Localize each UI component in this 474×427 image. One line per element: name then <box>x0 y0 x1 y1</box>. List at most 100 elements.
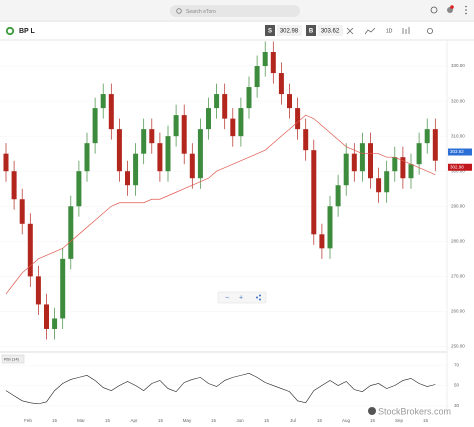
x-tick-label: Feb <box>24 418 32 423</box>
x-tick-label: 15 <box>264 418 270 423</box>
x-tick-label: 15 <box>317 418 323 423</box>
indicators-icon[interactable] <box>402 27 410 34</box>
rsi-label: RSI (14) <box>4 357 20 362</box>
buy-price-marker-label: 303.62 <box>450 149 464 154</box>
watermark: StockBrokers.com <box>378 406 451 416</box>
candle-body <box>100 94 106 109</box>
candle-body <box>133 153 139 186</box>
instrument-name: BP L <box>19 28 36 35</box>
candle-body <box>27 223 33 277</box>
buy-price-box <box>318 25 343 36</box>
rsi-tick-label: 30 <box>454 403 460 408</box>
sell-price-marker-label: 302.98 <box>450 164 464 169</box>
candle-body <box>335 185 341 207</box>
x-tick-label: 15 <box>158 418 164 423</box>
candle-body <box>319 234 325 249</box>
candle-body <box>165 136 171 172</box>
candle-body <box>76 171 82 207</box>
candle-body <box>108 94 114 130</box>
y-tick-label: 290.00 <box>451 203 465 208</box>
candle-body <box>35 276 41 305</box>
watermark-logo <box>368 407 376 415</box>
candle-body <box>230 118 236 137</box>
fullscreen-icon[interactable] <box>346 27 354 35</box>
candle-body <box>376 178 382 193</box>
x-tick-label: 15 <box>52 418 58 423</box>
candle-body <box>246 87 252 109</box>
candle-body <box>262 52 268 67</box>
candle-body <box>52 318 58 329</box>
x-tick-label: May <box>183 418 192 423</box>
zoom-in[interactable]: + <box>239 294 243 301</box>
y-tick-label: 320.00 <box>451 98 465 103</box>
candle-body <box>287 94 292 109</box>
candle-body <box>327 206 333 249</box>
y-tick-label: 310.00 <box>451 133 465 138</box>
x-tick-label: 15 <box>211 418 217 423</box>
search-placeholder: Search eToro <box>186 9 216 15</box>
rsi-label-box[interactable] <box>1 354 25 364</box>
menu[interactable] <box>465 5 467 15</box>
candle-body <box>3 153 9 172</box>
candle-body <box>392 157 398 172</box>
sell-button[interactable] <box>265 25 275 36</box>
y-tick-label: 330.00 <box>451 63 465 68</box>
zoom-out[interactable]: − <box>225 294 229 301</box>
candle-body <box>400 157 406 179</box>
notification-dot <box>450 5 454 9</box>
timeframe[interactable]: 1D <box>386 28 393 34</box>
candle-body <box>157 143 163 172</box>
y-tick-label: 280.00 <box>451 239 465 244</box>
candle-body <box>189 153 195 179</box>
candle-body <box>125 171 130 186</box>
candle-body <box>149 129 155 144</box>
candle-body <box>254 66 260 88</box>
search-box[interactable] <box>170 5 300 17</box>
candle-body <box>68 206 74 259</box>
candle-body <box>311 150 317 235</box>
candle-body <box>351 153 357 172</box>
candle-body <box>384 171 390 193</box>
x-tick-label: 15 <box>105 418 111 423</box>
candle-body <box>141 129 147 154</box>
logo <box>5 26 15 36</box>
chart-type-icon[interactable] <box>364 27 376 35</box>
candle-body <box>116 129 122 172</box>
zoom-controls <box>217 291 267 304</box>
candle-body <box>359 143 365 172</box>
candle-body <box>84 143 90 172</box>
sell-price-box <box>277 25 302 36</box>
search-icon <box>176 8 182 14</box>
candle-body <box>238 108 244 137</box>
x-tick-label: Mar <box>77 418 85 423</box>
candle-body <box>303 129 309 151</box>
candle-body <box>92 108 98 144</box>
buy-label: B <box>309 29 314 35</box>
sell-price: 302.98 <box>280 29 299 35</box>
buy-price: 303.62 <box>321 29 340 35</box>
candle-body <box>173 115 179 137</box>
candle-body <box>11 171 17 200</box>
candle-body <box>295 108 301 130</box>
candle-body <box>270 52 276 74</box>
x-tick-label: Aug <box>342 418 351 423</box>
candle-body <box>368 143 373 179</box>
candle-body <box>416 143 422 165</box>
candle-body <box>343 153 349 186</box>
candle-body <box>432 129 438 161</box>
candle-body <box>181 115 187 154</box>
share-chart[interactable] <box>256 294 261 301</box>
candle-body <box>19 199 25 224</box>
buy-button[interactable] <box>306 25 316 36</box>
share-icon[interactable] <box>430 6 438 14</box>
candle-body <box>214 94 220 109</box>
x-tick-label: 15 <box>423 418 429 423</box>
y-tick-label: 300.00 <box>451 168 465 173</box>
x-tick-label: Apr <box>130 418 138 423</box>
settings-icon[interactable] <box>426 27 433 34</box>
candle-body <box>206 108 211 130</box>
candle-body <box>408 164 414 179</box>
rsi-tick-label: 70 <box>454 362 460 367</box>
x-tick-label: Jun <box>236 418 244 423</box>
